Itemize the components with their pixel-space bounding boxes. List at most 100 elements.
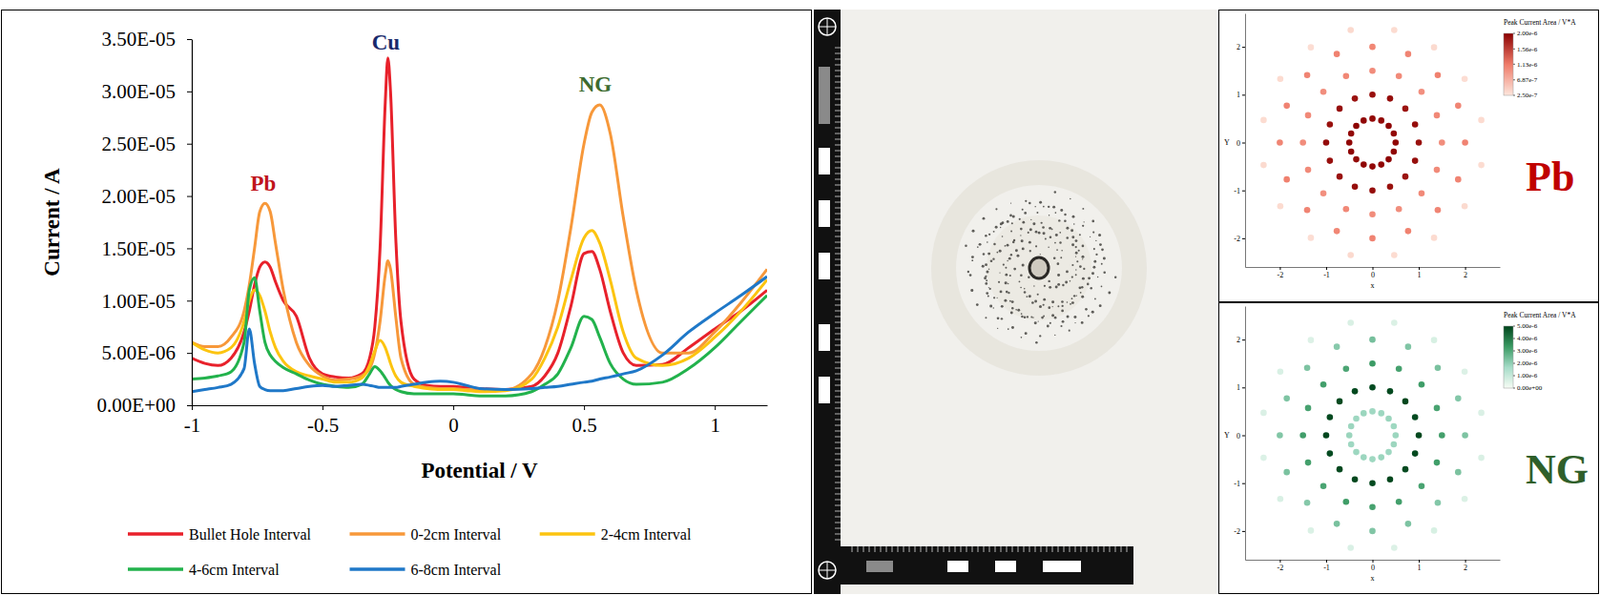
soot-particle <box>1083 221 1085 223</box>
soot-particle <box>998 249 1002 253</box>
tick-label: 1 <box>709 414 721 437</box>
tick-label: 2 <box>1463 270 1468 280</box>
ruler-graduation <box>1052 546 1054 553</box>
panel-frame <box>1219 10 1600 303</box>
soot-particle <box>997 317 1000 321</box>
tick: -1 <box>184 405 202 437</box>
soot-particle <box>1009 214 1013 218</box>
data-point <box>1461 432 1469 439</box>
soot-particle <box>971 259 974 262</box>
data-point <box>1369 91 1376 99</box>
ruler-graduation <box>903 546 905 553</box>
soot-particle <box>1034 321 1038 325</box>
soot-particle <box>1080 291 1082 294</box>
tick-label: -1 <box>184 414 202 437</box>
soot-particle <box>1095 253 1098 256</box>
data-point <box>1433 459 1441 467</box>
colorbar-tick <box>1513 363 1516 365</box>
tick-label: 0.5 <box>572 414 598 437</box>
soot-particle <box>1019 234 1021 236</box>
tick: 2 <box>1236 335 1246 345</box>
colorbar-tick <box>1513 388 1516 390</box>
data-point <box>1352 123 1360 130</box>
ruler-graduation <box>834 351 841 353</box>
tick-mark <box>187 353 192 354</box>
data-point <box>1377 117 1385 125</box>
data-point <box>1320 482 1328 490</box>
soot-particle <box>1006 260 1008 262</box>
axis-line <box>191 40 193 407</box>
data-point <box>1283 103 1290 110</box>
data-point <box>1305 459 1312 467</box>
soot-particle <box>969 273 973 277</box>
data-point <box>1391 251 1398 259</box>
data-point <box>1369 479 1376 487</box>
data-point <box>1283 469 1290 477</box>
soot-particle <box>1074 322 1076 324</box>
soot-particle <box>1023 288 1026 291</box>
soot-particle <box>1059 241 1061 244</box>
soot-particle <box>987 294 990 297</box>
ruler-graduation <box>834 99 841 101</box>
data-point <box>1369 336 1376 344</box>
soot-particle <box>1039 253 1041 255</box>
soot-particle <box>1034 300 1038 304</box>
ruler-graduation <box>834 379 841 381</box>
soot-particle <box>1049 235 1053 239</box>
tick-mark <box>187 196 192 198</box>
x-axis-title: x <box>1371 281 1375 291</box>
soot-particle <box>1078 249 1081 252</box>
tick: 0.00E+00 <box>97 394 192 417</box>
tick-label: -0.5 <box>307 414 339 437</box>
ruler-block <box>947 561 969 573</box>
soot-particle <box>1033 285 1035 287</box>
soot-particle <box>1102 256 1106 260</box>
data-point <box>1405 228 1413 235</box>
tick-label: -2 <box>1233 234 1241 244</box>
ruler-graduation <box>1098 546 1100 553</box>
colorbar-tick-label: 5.00e-6 <box>1516 322 1538 331</box>
soot-particle <box>1089 287 1092 290</box>
tick: 2 <box>1463 560 1468 573</box>
data-point <box>1387 95 1394 103</box>
soot-particle <box>1038 320 1039 322</box>
data-point <box>1347 26 1354 34</box>
soot-particle <box>1047 206 1050 208</box>
soot-particle <box>1061 284 1064 287</box>
colorbar: 5.00e-64.00e-63.00e-62.00e-61.00e-60.00e… <box>1503 311 1577 393</box>
ruler-graduation <box>834 156 841 158</box>
chart-title: Pb <box>1525 153 1575 201</box>
y-axis: 0.00E+005.00E-061.00E-051.50E-052.00E-05… <box>97 27 193 417</box>
data-point <box>1336 105 1344 113</box>
soot-particle <box>1021 264 1025 268</box>
soot-particle <box>981 265 985 269</box>
ruler-graduation <box>863 546 865 553</box>
soot-particle <box>1082 268 1085 271</box>
ruler-graduation <box>834 104 841 106</box>
soot-particle <box>1114 276 1117 279</box>
soot-particle <box>1018 218 1021 221</box>
ruler-graduation <box>937 546 939 553</box>
soot-particle <box>1035 245 1038 248</box>
ruler-block <box>818 252 831 280</box>
ruler-graduation <box>834 311 841 312</box>
tick: -1 <box>1233 479 1246 489</box>
ruler-graduation <box>834 265 841 267</box>
ruler-vertical <box>813 9 841 595</box>
soot-particle <box>1004 281 1008 285</box>
legend-swatch <box>127 567 184 572</box>
ruler-graduation <box>834 53 841 55</box>
soot-particle <box>1011 326 1015 330</box>
data-point <box>1336 398 1344 406</box>
data-point <box>1461 75 1469 83</box>
soot-particle <box>1004 273 1008 277</box>
soot-particle <box>1099 304 1102 308</box>
ruler-graduation <box>949 546 951 553</box>
soot-particle <box>1084 308 1088 312</box>
soot-particle <box>1087 314 1090 317</box>
soot-particle <box>1058 219 1060 222</box>
soot-particle <box>1066 301 1068 303</box>
ruler-graduation <box>977 546 979 553</box>
colorbar-tick-label: 2.50e-7 <box>1516 91 1538 100</box>
soot-particle <box>1028 294 1032 298</box>
